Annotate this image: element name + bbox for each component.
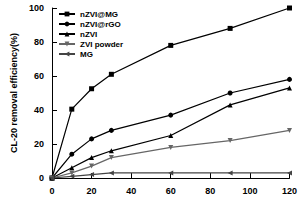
- svg-text:MG: MG: [80, 50, 93, 59]
- svg-text:20: 20: [34, 139, 44, 149]
- svg-text:120: 120: [282, 186, 297, 196]
- svg-text:60: 60: [34, 71, 44, 81]
- svg-text:nZVI@rGO: nZVI@rGO: [80, 20, 121, 29]
- svg-text:80: 80: [205, 186, 215, 196]
- svg-text:ZVI powder: ZVI powder: [80, 40, 123, 49]
- svg-text:nZVI@MG: nZVI@MG: [80, 10, 118, 19]
- svg-text:100: 100: [242, 186, 257, 196]
- svg-text:CL-20 removal efficiency(%): CL-20 removal efficiency(%): [9, 33, 19, 153]
- svg-text:20: 20: [87, 186, 97, 196]
- svg-text:100: 100: [29, 3, 44, 13]
- svg-text:nZVI: nZVI: [80, 30, 97, 39]
- svg-text:0: 0: [49, 186, 54, 196]
- svg-text:40: 40: [34, 105, 44, 115]
- svg-text:40: 40: [126, 186, 136, 196]
- svg-text:0: 0: [39, 173, 44, 183]
- svg-text:60: 60: [166, 186, 176, 196]
- svg-text:80: 80: [34, 37, 44, 47]
